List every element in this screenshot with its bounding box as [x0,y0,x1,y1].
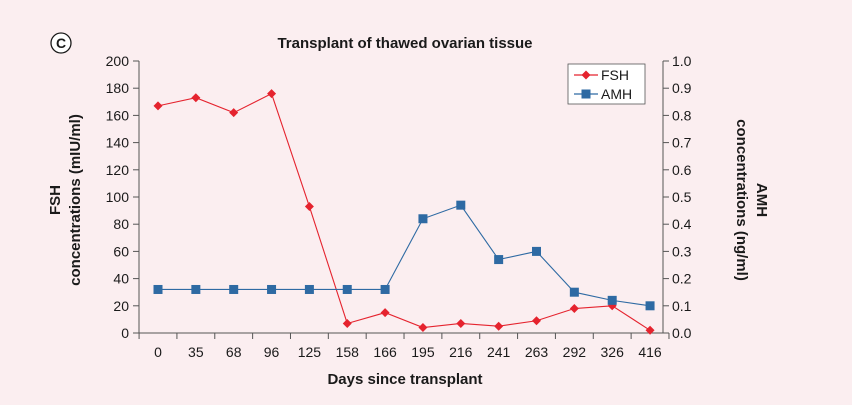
amh-point [304,284,314,294]
panel-letter: C [56,35,66,51]
right-tick-label: 0.5 [672,189,692,205]
fsh-point [229,108,239,118]
x-tick-label: 216 [449,344,473,360]
right-axis-label-line-1: AMH [753,183,770,217]
x-tick-label: 158 [336,344,360,360]
amh-point [581,89,591,99]
series-fsh [153,89,655,335]
fsh-point [569,304,579,314]
x-tick-label: 125 [298,344,322,360]
right-tick-label: 0.7 [672,135,692,151]
legend-label-fsh: FSH [601,67,629,83]
amh-point [380,284,390,294]
left-tick-label: 100 [106,189,130,205]
legend-box [567,63,646,105]
right-tick-label: 0.3 [672,243,692,259]
left-tick-label: 60 [113,243,129,259]
fsh-point [494,321,504,331]
amh-point [645,301,655,311]
right-tick-label: 1.0 [672,53,692,69]
legend-label-amh: AMH [601,86,632,102]
amh-point [342,284,352,294]
left-tick-label: 40 [113,271,129,287]
chart-title: Transplant of thawed ovarian tissue [277,35,532,52]
amh-point [191,284,201,294]
fsh-point [380,308,390,318]
right-tick-label: 0.9 [672,80,692,96]
x-tick-label: 326 [601,344,625,360]
fsh-point [191,93,201,103]
fsh-point [342,318,352,328]
x-tick-label: 195 [411,344,435,360]
x-tick-label: 292 [563,344,587,360]
right-tick-label: 0.1 [672,298,692,314]
x-tick-label: 241 [487,344,511,360]
right-axis: 0.0 0.1 0.2 0.3 0.4 0.5 0.6 0.7 0.8 0.9 1.0 [663,53,692,341]
series-layer [153,89,655,335]
left-tick-label: 200 [106,53,130,69]
left-tick-label: 140 [106,135,130,151]
x-axis-label: Days since transplant [327,371,482,388]
left-tick-label: 180 [106,80,130,96]
left-tick-label: 120 [106,162,130,178]
fsh-point [456,318,466,328]
x-tick-label: 35 [188,344,204,360]
amh-point [607,295,617,305]
right-tick-label: 0.6 [672,162,692,178]
left-tick-label: 0 [121,325,129,341]
right-axis-label-line-2: concentrations (ng/ml) [733,119,750,281]
legend: FSH AMH [567,63,646,105]
right-axis-label: AMH concentrations (ng/ml) [733,119,770,281]
amh-point [153,284,163,294]
fsh-point [532,316,541,326]
left-axis-label: FSH concentrations (mIU/ml) [47,114,84,286]
series-line-amh [158,204,651,307]
fsh-point [267,89,277,99]
fsh-point [418,323,428,333]
fsh-point [645,325,655,335]
amh-point [532,246,541,256]
fsh-point [153,101,163,111]
left-axis-label-line-2: concentrations (mIU/ml) [67,114,84,286]
right-tick-label: 0.8 [672,107,692,123]
amh-point [569,287,579,297]
amh-point [418,214,428,224]
x-tick-label: 263 [525,344,549,360]
left-tick-label: 20 [113,298,129,314]
right-tick-label: 0.2 [672,271,692,287]
amh-point [229,284,239,294]
fsh-point [304,202,314,212]
x-tick-label: 68 [226,344,242,360]
series-line-fsh [157,92,651,331]
left-axis-label-line-1: FSH [47,185,64,215]
x-axis: 0 35 68 96 125 158 166 195 216 241 263 292 326 416 [138,333,670,360]
right-tick-label: 0.4 [672,216,692,232]
series-amh [153,200,655,311]
x-tick-label: 96 [264,344,280,360]
amh-point [456,200,466,210]
amh-point [494,255,504,265]
x-tick-label: 0 [154,344,162,360]
x-tick-label: 166 [373,344,397,360]
x-tick-label: 416 [638,344,662,360]
left-tick-label: 160 [106,107,130,123]
right-tick-label: 0.0 [672,325,692,341]
left-tick-label: 80 [113,216,129,232]
panel-label: C [50,32,72,54]
fsh-point [581,70,591,80]
left-axis: 0 20 40 60 80 100 120 140 160 180 200 [106,53,139,341]
amh-point [267,284,277,294]
